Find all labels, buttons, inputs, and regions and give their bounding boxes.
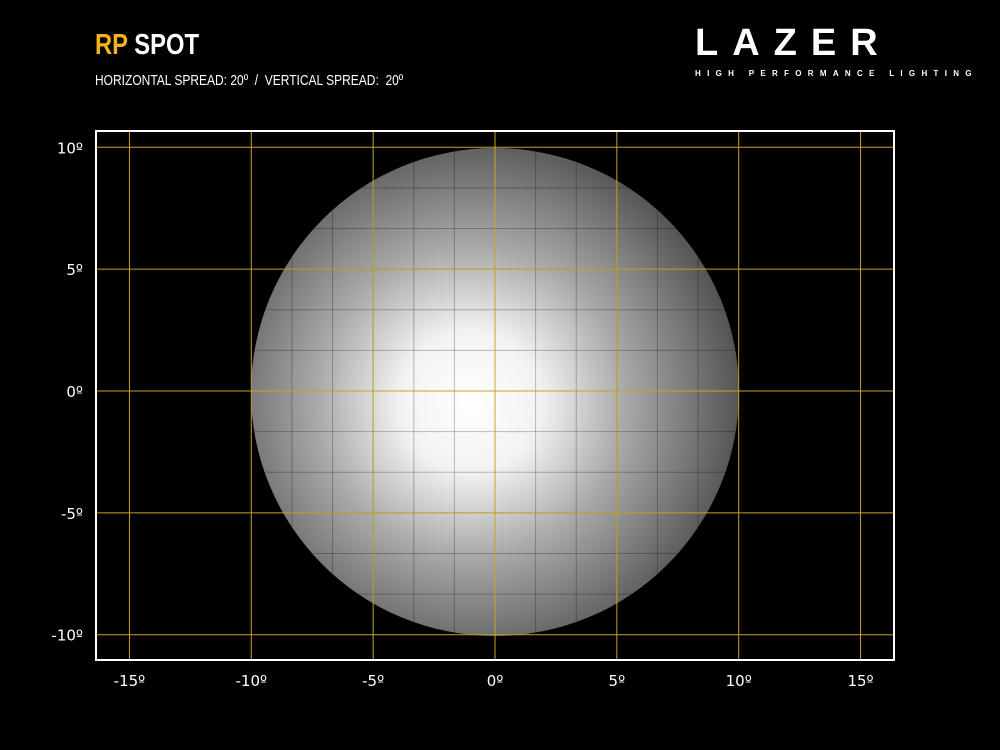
- x-tick-label: -15º: [114, 672, 146, 690]
- y-tick-label: 5º: [66, 261, 83, 279]
- y-tick-label: 0º: [66, 383, 83, 401]
- y-tick-label: -10º: [51, 627, 83, 645]
- logo-tagline: HIGH PERFORMANCE LIGHTING: [695, 69, 978, 78]
- spread-subtitle: HORIZONTAL SPREAD: 20º / VERTICAL SPREAD…: [95, 72, 404, 89]
- x-tick-label: -10º: [236, 672, 268, 690]
- plot-frame: [95, 130, 895, 661]
- x-tick-label: -5º: [362, 672, 384, 690]
- logo-word: LAZER: [695, 22, 892, 64]
- x-tick-label: 15º: [847, 672, 873, 690]
- y-tick-label: 10º: [57, 139, 83, 157]
- lazer-logo: LAZER HIGH PERFORMANCE LIGHTING: [695, 22, 978, 84]
- x-tick-label: 10º: [726, 672, 752, 690]
- page-title: RP SPOT: [95, 26, 199, 64]
- y-tick-label: -5º: [61, 505, 83, 523]
- title-main: SPOT: [134, 29, 199, 61]
- title-accent: RP: [95, 29, 128, 61]
- x-tick-label: 0º: [487, 672, 504, 690]
- x-tick-label: 5º: [609, 672, 626, 690]
